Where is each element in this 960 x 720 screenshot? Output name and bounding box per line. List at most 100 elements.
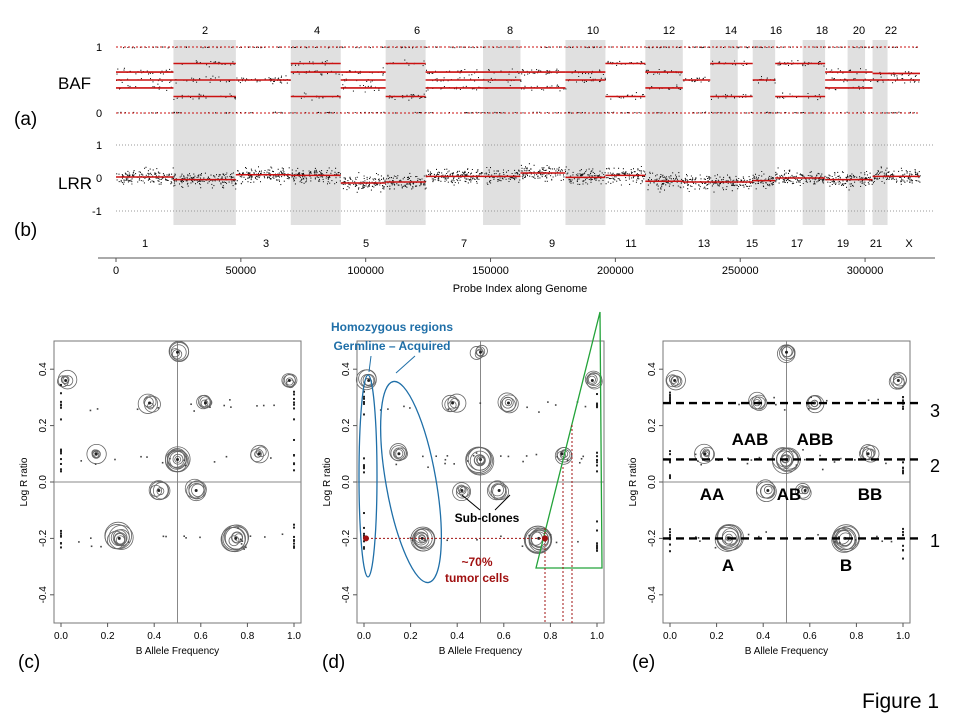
panelE-hom-point-1-13 xyxy=(902,466,905,469)
chrom-label-top-6: 14 xyxy=(725,25,737,37)
panelC-hom-point-1-10 xyxy=(293,462,296,465)
panelC-hom-point-1-12 xyxy=(293,539,296,542)
panelE-sparse-point-11 xyxy=(804,538,807,540)
panelD-hom-point-1-1 xyxy=(596,461,599,464)
panelD-xlabel: B Allele Frequency xyxy=(439,646,522,657)
chrom-label-bottom-3: 7 xyxy=(461,238,467,250)
panelD-cluster-6-circle-4 xyxy=(556,450,566,460)
baf-ytick-1: 1 xyxy=(96,42,102,54)
panelD-hom-point-0-5 xyxy=(362,390,365,393)
panelC-ytick-label-3: 0.2 xyxy=(38,418,49,432)
baf-axis-label: BAF xyxy=(58,74,91,93)
panelE-cluster-10-circle-4 xyxy=(669,375,678,384)
panelC-sparse-point-32 xyxy=(183,459,186,462)
panelE-hom-point-0-12 xyxy=(668,531,671,534)
homozygous-label-line2: Germline – Acquired xyxy=(334,339,451,353)
panelD-sparse-point-35 xyxy=(566,459,569,461)
panelD-hom-point-0-20 xyxy=(362,401,365,404)
panelD-sparse-point-42 xyxy=(472,454,475,457)
panelC-cluster-1-circle-8 xyxy=(221,524,249,553)
lrr-points-segment-2 xyxy=(236,166,290,186)
chrom-label-top-0: 2 xyxy=(202,25,208,37)
panelE-ytick-label-4: 0.4 xyxy=(647,362,658,376)
panelE-sparse-point-27 xyxy=(838,536,840,538)
panelC-sparse-point-2 xyxy=(190,403,192,406)
panelD-hom-point-1-16 xyxy=(596,470,599,473)
panelD-sparse-point-3 xyxy=(577,540,579,543)
panelD-sparse-point-14 xyxy=(525,455,528,457)
panelE-sparse-point-14 xyxy=(694,453,697,456)
panelC-sparse-point-37 xyxy=(225,455,228,458)
panelC-hom-point-0-5 xyxy=(59,392,62,395)
panelE-sparse-point-42 xyxy=(775,403,777,406)
chromosome-shading xyxy=(173,40,888,225)
panelC-cluster-8-circle-2 xyxy=(188,483,205,500)
panelE-sparse-point-16 xyxy=(867,399,870,401)
panelC-sparse-point-31 xyxy=(270,457,272,459)
panelD-ylabel: Log R ratio xyxy=(322,457,333,506)
panelD-sparse-point-41 xyxy=(466,460,469,462)
panelE-hom-point-0-4 xyxy=(668,453,671,456)
panelC-ytick-label-4: 0.4 xyxy=(38,362,49,376)
subclones-label: Sub-clones xyxy=(455,511,520,525)
panelD-hom-point-1-13 xyxy=(596,451,599,454)
panelD-hom-point-0-9 xyxy=(362,546,365,549)
panelE-hom-point-1-16 xyxy=(902,471,905,474)
panelE-cluster-6-circle-1 xyxy=(860,444,876,460)
panelE-sparse-point-13 xyxy=(890,540,893,543)
panelE-sparse-point-18 xyxy=(697,537,700,539)
panelE-cluster-8-circle-3 xyxy=(794,483,811,499)
panelC-cluster-8-core xyxy=(194,488,198,492)
panelE-hom-point-0-19 xyxy=(668,460,671,463)
panelE-cluster-10-circle-1 xyxy=(665,370,686,391)
panelC-cluster-9-circle-3 xyxy=(169,342,190,363)
panelE-sparse-point-36 xyxy=(773,396,775,399)
panelC-cluster-4-circle-4 xyxy=(197,394,212,409)
chromosome-shade-0 xyxy=(173,40,236,225)
panelE-hom-point-1-17 xyxy=(902,399,905,402)
panelD-ytick-label-1: -0.2 xyxy=(341,529,352,547)
panelD-sparse-point-31 xyxy=(422,455,424,458)
panelC-sparse-point-7 xyxy=(185,537,187,539)
panelC-cluster-2-core xyxy=(176,457,179,461)
panelD-cluster-4-circle-4 xyxy=(501,396,514,409)
panelE-sparse-point-8 xyxy=(757,535,760,538)
panelD-xtick-label-1: 0.2 xyxy=(404,631,418,642)
genome-xtick-label-4: 200000 xyxy=(597,265,634,277)
chrom-label-top-5: 12 xyxy=(663,25,675,37)
panelD-sparse-point-44 xyxy=(521,545,524,548)
lrr-points-segment-5 xyxy=(386,172,427,190)
panelC-hom-point-0-10 xyxy=(59,468,62,471)
panelC-sparse-point-33 xyxy=(249,535,252,537)
panelD-hom-point-0-4 xyxy=(362,457,365,460)
genotype-label-b: B xyxy=(840,556,852,575)
panelC-hom-point-1-20 xyxy=(293,401,296,404)
panelE-hom-point-0-17 xyxy=(668,391,671,394)
figure-caption: Figure 1 xyxy=(862,690,939,713)
panelE-cluster-9-core xyxy=(785,350,788,354)
panelE-sparse-point-38 xyxy=(833,541,836,543)
panelE-sparse-point-10 xyxy=(699,540,701,542)
panelD-cluster-10-circle-2 xyxy=(358,369,377,388)
panelD-sparse-point-30 xyxy=(538,411,540,413)
panelE-cluster-8-core xyxy=(803,488,807,492)
panelE-sparse-point-33 xyxy=(817,533,819,536)
panelC-cluster-9-circle-4 xyxy=(170,348,180,358)
panelD-cluster-1-circle-8 xyxy=(528,529,550,550)
panelC-hom-point-0-3 xyxy=(59,546,62,549)
genotype-label-a: A xyxy=(722,556,734,575)
panelC-sparse-point-42 xyxy=(184,464,187,467)
panelC-sparse-point-16 xyxy=(240,543,243,545)
panelE-sparse-point-3 xyxy=(854,459,856,461)
panelD-cluster-7-core xyxy=(460,488,464,492)
panelD-hom-point-1-19 xyxy=(596,455,599,458)
panelE-hom-point-0-13 xyxy=(668,475,671,478)
panelD-sparse-point-43 xyxy=(403,405,405,408)
panelD-cluster-4-circle-3 xyxy=(504,398,512,407)
panel-tag-e: (e) xyxy=(632,652,655,673)
panelE-hom-point-0-11 xyxy=(668,397,671,400)
panelE-sparse-point-23 xyxy=(803,458,806,461)
panelD-sparse-point-6 xyxy=(522,460,524,463)
panelC-cluster-10-circle-0 xyxy=(57,369,78,390)
